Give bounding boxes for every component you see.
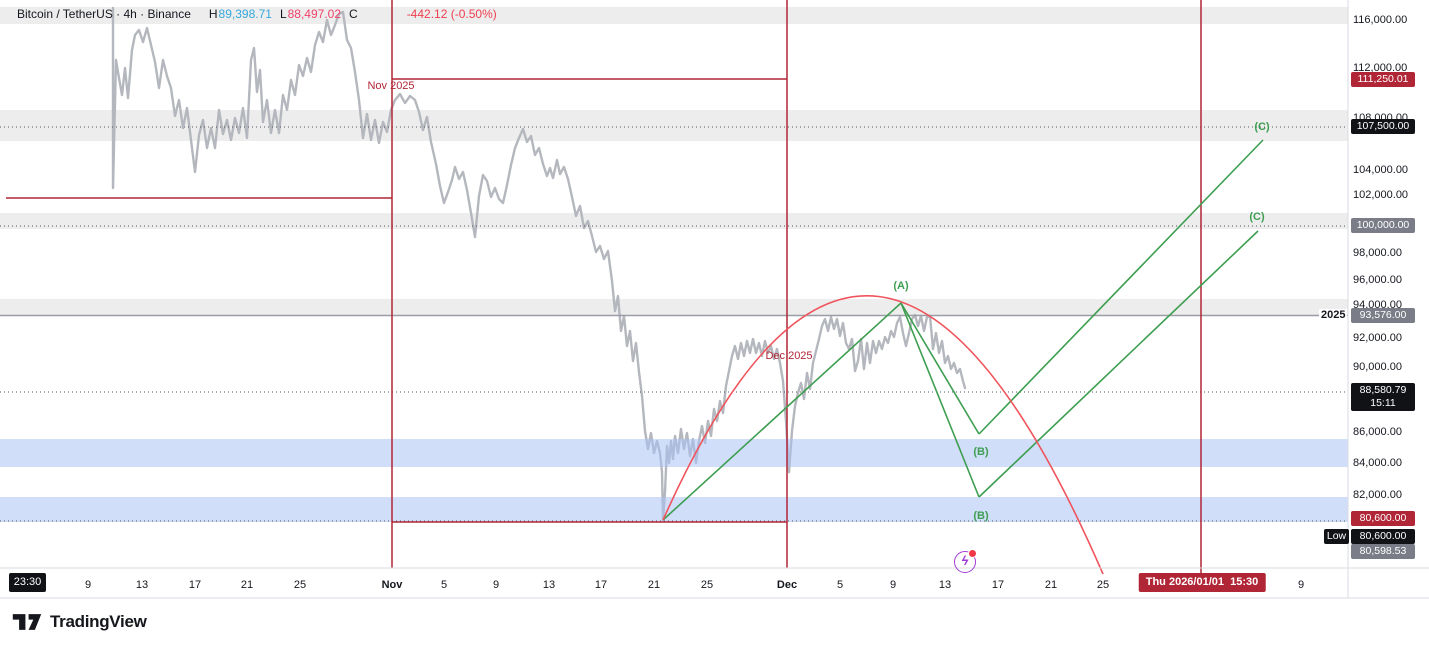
- time-tick: 13: [135, 579, 149, 591]
- time-tick: 17: [188, 579, 202, 591]
- time-tick: 5: [440, 579, 448, 591]
- price-tick: 112,000.00: [1353, 62, 1408, 74]
- change-value: -442.12 (-0.50%): [406, 7, 497, 21]
- symbol-legend[interactable]: Bitcoin / TetherUS · 4h · Binance H 89,39…: [17, 6, 497, 22]
- time-tick: 9: [1297, 579, 1305, 591]
- price-badge: 93,576.00: [1351, 308, 1415, 323]
- bolt-glyph: ϟ: [961, 553, 969, 568]
- price-tick: 84,000.00: [1353, 457, 1402, 469]
- price-tick: 102,000.00: [1353, 189, 1409, 201]
- brand-name: TradingView: [50, 612, 147, 631]
- price-badge: 88,580.79 15:11: [1351, 383, 1415, 411]
- price-badge: 80,598.53: [1351, 544, 1415, 559]
- symbol-title[interactable]: Bitcoin / TetherUS · 4h · Binance: [17, 7, 191, 21]
- red-projection-curve[interactable]: [662, 295, 1104, 575]
- time-tick: 25: [700, 579, 714, 591]
- elliott-wave-trend-line[interactable]: [662, 302, 902, 521]
- close-label: C: [349, 7, 358, 21]
- wave-label-b: (B): [973, 510, 989, 522]
- time-tick: Nov: [381, 579, 403, 591]
- time-axis-left-badge: 23:30: [9, 573, 46, 592]
- time-tick: 17: [991, 579, 1005, 591]
- price-badge: 111,250.01: [1351, 72, 1415, 87]
- time-tick: 13: [938, 579, 952, 591]
- price-tick: 82,000.00: [1353, 489, 1402, 501]
- elliott-wave-trend-line[interactable]: [978, 139, 1264, 435]
- time-tick: 21: [1044, 579, 1058, 591]
- price-tick: 96,000.00: [1353, 274, 1402, 286]
- time-tick: 25: [293, 579, 307, 591]
- lightning-event-icon[interactable]: ϟ: [954, 549, 977, 573]
- blue-price-zone: [0, 439, 1348, 467]
- price-tick: 92,000.00: [1353, 332, 1402, 344]
- time-tick: Dec: [776, 579, 798, 591]
- time-tick: 17: [594, 579, 608, 591]
- high-value: 89,398.71: [218, 7, 272, 21]
- time-tick: 9: [84, 579, 92, 591]
- year-2025-level-label: 2025: [1319, 309, 1348, 321]
- time-tick: 25: [1096, 579, 1110, 591]
- price-tick: 98,000.00: [1353, 247, 1402, 259]
- price-tick: 90,000.00: [1353, 361, 1402, 373]
- price-badge: 80,600.00: [1351, 511, 1415, 526]
- low-value: 88,497.02: [287, 7, 342, 21]
- low-label: L: [279, 7, 287, 21]
- notification-dot: [968, 549, 977, 558]
- elliott-wave-trend-line[interactable]: [900, 302, 980, 498]
- time-axis-date-badge: Thu 2026/01/01 15:30: [1138, 573, 1266, 592]
- gray-price-zone: [0, 299, 1348, 316]
- high-label: H: [208, 7, 218, 21]
- price-badge: 80,600.00: [1351, 529, 1415, 544]
- price-badge: 107,500.00: [1351, 119, 1415, 134]
- low-badge: Low: [1324, 529, 1349, 544]
- time-tick: 9: [492, 579, 500, 591]
- price-axis[interactable]: 116,000.00 112,000.00 108,000.00 104,000.00…: [1324, 0, 1429, 598]
- tradingview-logo-icon: [12, 614, 42, 630]
- wave-label-c: (C): [1254, 121, 1270, 133]
- time-tick: 9: [889, 579, 897, 591]
- price-tick: 116,000.00: [1353, 14, 1408, 26]
- elliott-wave-trend-line[interactable]: [900, 302, 980, 435]
- wave-label-b: (B): [973, 446, 989, 458]
- elliott-wave-trend-line[interactable]: [978, 230, 1259, 498]
- dec-2025-marker-label: Dec 2025: [765, 350, 813, 362]
- gray-price-zone: [0, 213, 1348, 229]
- wave-label-c: (C): [1249, 211, 1265, 223]
- time-tick: 13: [542, 579, 556, 591]
- price-tick: 86,000.00: [1353, 426, 1402, 438]
- time-tick: 21: [647, 579, 661, 591]
- footer-brand[interactable]: TradingView: [12, 610, 147, 634]
- time-tick: 21: [240, 579, 254, 591]
- time-tick: 5: [836, 579, 844, 591]
- price-line-series: [111, 6, 967, 522]
- price-tick: 104,000.00: [1353, 164, 1409, 176]
- price-badge: 100,000.00: [1351, 218, 1415, 233]
- wave-label-a: (A): [893, 280, 909, 292]
- nov-2025-marker-label: Nov 2025: [367, 80, 415, 92]
